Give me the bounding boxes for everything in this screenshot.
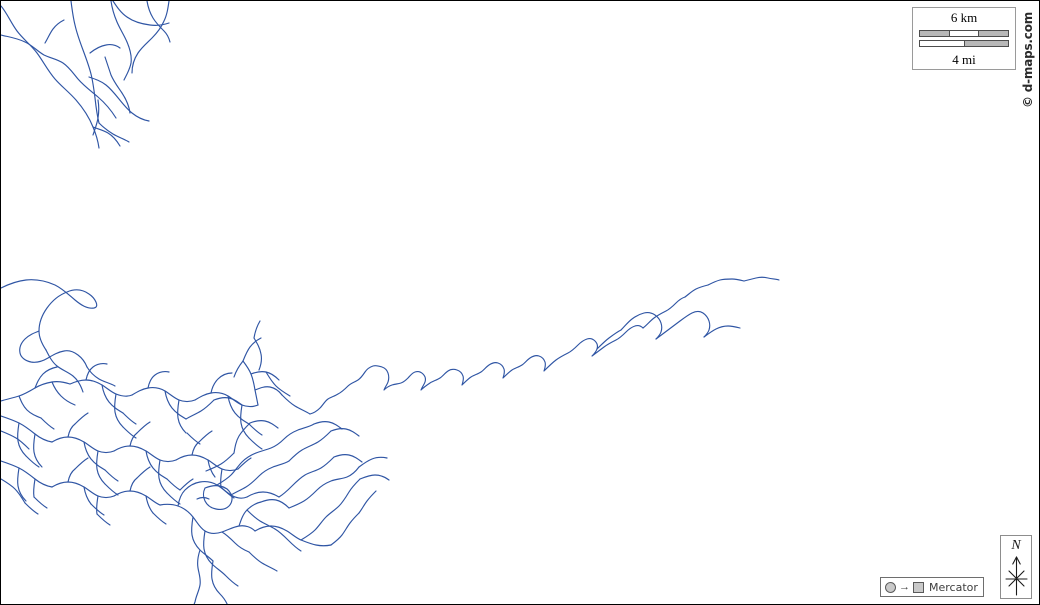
scale-mi-segment xyxy=(920,41,964,46)
compass-rose: N xyxy=(1000,535,1032,599)
arrow-right-icon: → xyxy=(899,580,910,593)
scale-bar-mi xyxy=(919,40,1009,47)
square-icon xyxy=(913,581,924,593)
scale-km-segment xyxy=(948,31,979,36)
north-arrow-icon xyxy=(1005,556,1028,596)
scale-bar-widget: 6 km 4 mi xyxy=(912,7,1016,70)
scale-km-segment xyxy=(978,31,1009,36)
compass-north-label: N xyxy=(1011,538,1021,553)
scale-bar-graphics xyxy=(919,30,1009,47)
scale-mi-label: 4 mi xyxy=(952,52,976,67)
scale-km-segment xyxy=(920,31,949,36)
copyright-notice: © d-maps.com xyxy=(1019,5,1037,115)
hydrography-lines xyxy=(1,1,780,604)
circle-icon xyxy=(885,581,896,593)
projection-badge[interactable]: → Mercator xyxy=(880,577,984,597)
scale-mi-segment xyxy=(963,41,1008,46)
scale-bar-km xyxy=(919,30,1009,37)
projection-label: Mercator xyxy=(929,580,978,594)
copyright-text: © d-maps.com xyxy=(1021,11,1035,109)
scale-km-label: 6 km xyxy=(950,10,978,25)
